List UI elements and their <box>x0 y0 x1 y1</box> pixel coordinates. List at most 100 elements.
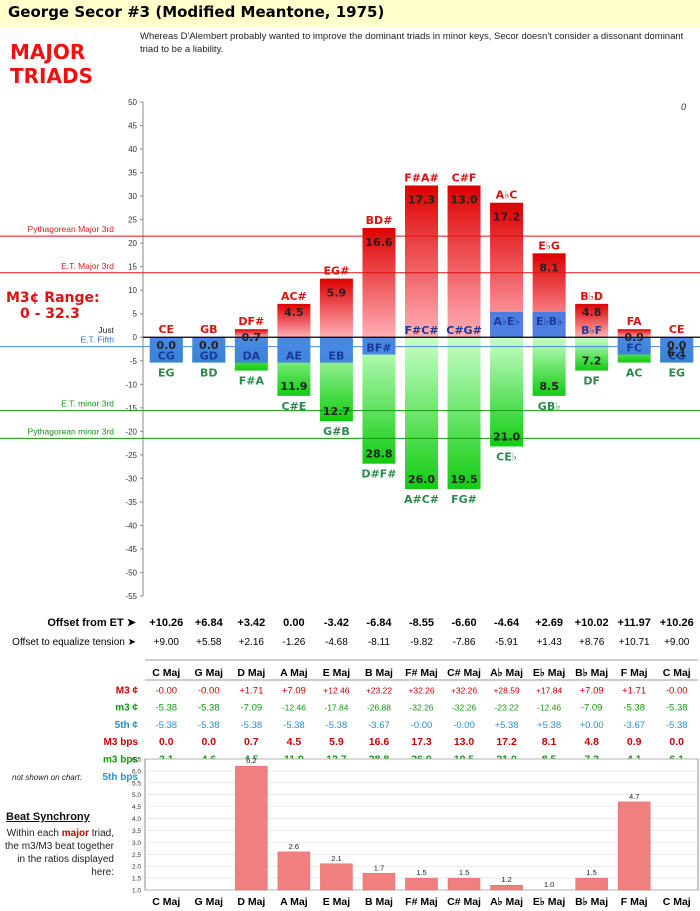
table-cell: -3.67 <box>623 720 645 731</box>
beat-y-tick-label: 2.5 <box>132 852 141 859</box>
table-cell: 0.0 <box>669 736 684 748</box>
beat-category-label: C Maj <box>152 896 180 908</box>
offset-cell: -7.86 <box>453 637 476 648</box>
table-header: C# Maj <box>447 667 481 679</box>
table-cell: 16.6 <box>369 736 390 748</box>
table-cell: -0.00 <box>155 685 177 696</box>
offset-cell: +9.00 <box>664 637 690 648</box>
offset-cell: +9.00 <box>154 637 180 648</box>
table-header: C Maj <box>152 667 180 679</box>
table-cell: -32.26 <box>452 703 476 713</box>
major-bps-label: 4.5 <box>284 306 304 319</box>
table-cell: 0.9 <box>627 736 642 748</box>
table-header: G Maj <box>195 667 224 679</box>
minor-interval-label: C#E <box>281 400 306 413</box>
table-cell: 8.1 <box>542 736 557 748</box>
offset-cell: +2.69 <box>535 617 563 629</box>
fifth-interval-label: AE <box>286 350 302 363</box>
beat-y-tick-label: 2.0 <box>132 864 141 871</box>
major-bps-label: 16.6 <box>365 236 392 249</box>
table-cell: -12.46 <box>537 703 561 713</box>
major-interval-label: DF# <box>238 315 264 328</box>
minor-interval-label: A#C# <box>404 493 439 506</box>
offset-row-label: Offset to equalize tension ➤ <box>12 637 136 648</box>
table-header: B♭ Maj <box>575 667 608 679</box>
minor-interval-label: EG <box>158 367 175 380</box>
beat-bar <box>362 873 396 891</box>
y-tick-label: 25 <box>128 216 137 225</box>
y-tick-label: -20 <box>125 427 137 436</box>
reference-line-label: E.T. Major 3rd <box>61 261 114 271</box>
table-cell: 17.3 <box>411 736 432 748</box>
table-header: F# Maj <box>405 667 438 679</box>
beat-category-label: C# Maj <box>447 896 481 908</box>
table-cell: -5.38 <box>198 703 220 714</box>
table-cell: -5.38 <box>241 720 263 731</box>
beat-category-label: F Maj <box>621 896 648 908</box>
beat-value-label: 2.6 <box>289 842 299 851</box>
table-cell: -3.67 <box>368 720 390 731</box>
table-cell: +17.84 <box>536 685 563 695</box>
beat-bar <box>277 851 311 891</box>
table-header: E Maj <box>323 667 351 679</box>
table-cell: +1.71 <box>622 685 646 696</box>
major-bps-label: 0.0 <box>667 339 687 352</box>
offset-cell: -6.60 <box>451 617 476 629</box>
table-cell: -12.46 <box>282 703 306 713</box>
fifth-bar <box>319 337 353 363</box>
y-tick-label: -50 <box>125 568 137 577</box>
table-row-label: M3 ¢ <box>116 685 139 696</box>
table-cell: 4.8 <box>584 736 599 748</box>
minor-interval-label: DF <box>583 375 600 388</box>
table-cell: -7.09 <box>241 703 263 714</box>
beat-category-label: B Maj <box>365 896 393 908</box>
major-bar <box>362 227 396 338</box>
table-row-label: m3 bps <box>103 755 138 766</box>
fifth-interval-label: C#G# <box>446 324 482 337</box>
beat-value-label: 1.7 <box>374 863 384 872</box>
table-row-label: m3 ¢ <box>115 703 138 714</box>
table-cell: -32.26 <box>409 703 433 713</box>
beat-value-label: 1.0 <box>544 880 554 889</box>
y-tick-label: -5 <box>130 357 138 366</box>
minor-bps-label: 28.8 <box>365 448 392 461</box>
major-bps-label: 0.0 <box>157 339 177 352</box>
reference-line-label: E.T. minor 3rd <box>61 399 114 409</box>
offset-cell: +1.43 <box>536 637 562 648</box>
y-tick-label: -40 <box>125 521 137 530</box>
table-cell: -5.38 <box>623 703 645 714</box>
beat-y-tick-label: 6.0 <box>132 768 141 775</box>
beat-category-label: F# Maj <box>405 896 438 908</box>
minor-bps-label: 26.0 <box>408 473 435 486</box>
reference-line-label: Pythagorean Major 3rd <box>28 224 115 234</box>
minor-bar <box>362 337 396 464</box>
beat-y-tick-label: 6.5 <box>132 757 141 764</box>
fifth-interval-label: A♭E♭ <box>493 315 519 328</box>
offset-cell: -4.68 <box>325 637 348 648</box>
y-tick-label: 35 <box>128 169 137 178</box>
major-bar <box>447 185 481 338</box>
minor-interval-label: G#B <box>323 425 350 438</box>
offset-cell: +10.02 <box>575 617 609 629</box>
major-bar <box>277 303 311 338</box>
beat-value-label: 2.1 <box>331 854 341 863</box>
major-interval-label: B♭D <box>580 290 603 303</box>
y-tick-label: 30 <box>128 192 137 201</box>
beat-category-label: B♭ Maj <box>575 896 608 908</box>
table-cell: -26.88 <box>367 703 391 713</box>
major-interval-label: C#F <box>452 171 477 184</box>
beat-y-tick-label: 3.5 <box>132 828 141 835</box>
table-cell: +12.46 <box>323 685 350 695</box>
beat-bar <box>490 884 523 891</box>
beat-y-tick-label: 4.5 <box>132 804 141 811</box>
page-subtitle: Whereas D'Alembert probably wanted to im… <box>140 31 684 55</box>
minor-bps-label: 21.0 <box>493 430 520 443</box>
minor-bps-label: 6.1 <box>667 347 687 360</box>
table-cell: -7.09 <box>581 703 603 714</box>
range-value: 0 - 32.3 <box>20 306 80 322</box>
table-cell: -5.38 <box>666 703 688 714</box>
minor-interval-label: AC <box>626 367 643 380</box>
fifth-interval-label: CG <box>668 350 685 363</box>
minor-interval-label: FG# <box>451 493 477 506</box>
fifth-interval-label: DA <box>243 350 261 363</box>
